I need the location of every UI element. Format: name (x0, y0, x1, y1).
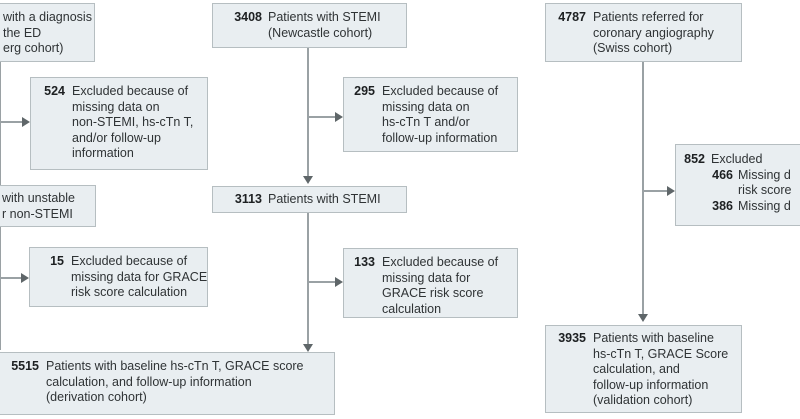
patient-count: 852 (684, 152, 705, 166)
patient-count: 524 (44, 84, 65, 98)
box-line: missing data for (382, 270, 471, 285)
box-line: calculation (382, 301, 442, 316)
connector-left-to-524 (0, 121, 22, 123)
box-line: with unstable (2, 191, 75, 205)
connector-newcastle-vertical-2 (307, 213, 309, 344)
box-line: erg cohort) (3, 41, 64, 55)
patient-count: 4787 (558, 10, 586, 24)
box-line: Excluded because of (382, 255, 499, 269)
box-line: Patients with STEMI (268, 10, 381, 24)
arrowhead-right-icon (667, 186, 675, 196)
box-line: r non-STEMI (2, 206, 73, 221)
patient-count: 15 (50, 254, 64, 268)
box-excluded-524: 524 Excluded because of missing data on … (30, 77, 208, 170)
box-line: risk score calculation (71, 285, 188, 299)
box-line: missing data on (72, 99, 160, 114)
connector-newcastle-vertical-1 (307, 48, 309, 176)
box-line: hs-cTn T and/or (382, 115, 470, 129)
arrowhead-right-icon (22, 117, 30, 127)
patient-count: 295 (354, 84, 375, 98)
box-line: Missing d (738, 198, 791, 213)
box-line: Patients with STEMI (268, 192, 381, 206)
box-line: missing data for GRACE (71, 269, 208, 284)
box-line: Excluded because of (71, 254, 188, 268)
box-line: Excluded (711, 152, 763, 166)
box-line: Excluded because of (382, 84, 499, 98)
box-heidelberg-cohort: with a diagnosis the ED erg cohort) (0, 3, 95, 62)
box-line: GRACE risk score (382, 286, 484, 300)
patient-count: 3935 (558, 331, 586, 345)
box-line: (Swiss cohort) (593, 41, 673, 55)
box-line: Patients with baseline (593, 331, 714, 345)
patient-count: 3408 (234, 10, 262, 24)
box-line: hs-cTn T, GRACE Score (593, 346, 729, 361)
box-line: Patients with baseline hs-cTn T, GRACE s… (46, 359, 304, 373)
box-line: coronary angiography (593, 25, 714, 40)
arrowhead-down-icon (638, 314, 648, 322)
box-line: calculation, and (593, 362, 680, 376)
box-excluded-852: 852 Excluded 466 Missing d risk score 38… (675, 144, 800, 226)
box-line: the ED (3, 25, 42, 40)
box-line: (Newcastle cohort) (268, 25, 373, 40)
box-stemi-3113: 3113 Patients with STEMI (212, 186, 407, 213)
box-line: (derivation cohort) (46, 390, 147, 404)
box-line: Patients referred for (593, 10, 704, 24)
connector-to-852 (643, 190, 667, 192)
connector-to-295 (308, 116, 335, 118)
box-line: missing data on (382, 99, 470, 114)
box-excluded-15: 15 Excluded because of missing data for … (29, 247, 208, 307)
box-validation-cohort: 3935 Patients with baseline hs-cTn T, GR… (545, 325, 742, 413)
box-newcastle-cohort: 3408 Patients with STEMI (Newcastle coho… (212, 3, 407, 48)
box-line: with a diagnosis (3, 10, 92, 24)
patient-count: 386 (712, 198, 733, 213)
box-line: risk score (738, 183, 792, 197)
patient-count: 466 (712, 167, 733, 182)
connector-swiss-vertical (642, 62, 644, 314)
arrowhead-down-icon (303, 176, 313, 184)
patient-count: 5515 (11, 359, 39, 373)
patient-count: 133 (354, 255, 375, 269)
box-line: Excluded because of (72, 84, 189, 98)
box-line: calculation, and follow-up information (46, 374, 252, 389)
box-line: (validation cohort) (593, 393, 693, 407)
arrowhead-right-icon (335, 277, 343, 287)
arrowhead-down-icon (303, 344, 313, 352)
box-swiss-cohort: 4787 Patients referred for coronary angi… (545, 3, 742, 62)
box-line: Missing d (738, 167, 791, 182)
connector-to-133 (308, 281, 335, 283)
box-excluded-133: 133 Excluded because of missing data for… (343, 248, 518, 318)
box-line: and/or follow-up (72, 130, 161, 145)
patient-count: 3113 (234, 192, 262, 206)
box-line: follow-up information (382, 130, 498, 145)
connector-left-to-15 (0, 277, 21, 279)
box-line: information (72, 146, 134, 160)
box-derivation-cohort: 5515 Patients with baseline hs-cTn T, GR… (0, 352, 335, 415)
box-unstable-nonstemi: with unstable r non-STEMI (0, 185, 96, 227)
arrowhead-right-icon (21, 273, 29, 283)
box-line: non-STEMI, hs-cTn T, (72, 115, 194, 129)
box-excluded-295: 295 Excluded because of missing data on … (343, 77, 518, 152)
arrowhead-right-icon (335, 112, 343, 122)
box-line: follow-up information (593, 377, 709, 392)
